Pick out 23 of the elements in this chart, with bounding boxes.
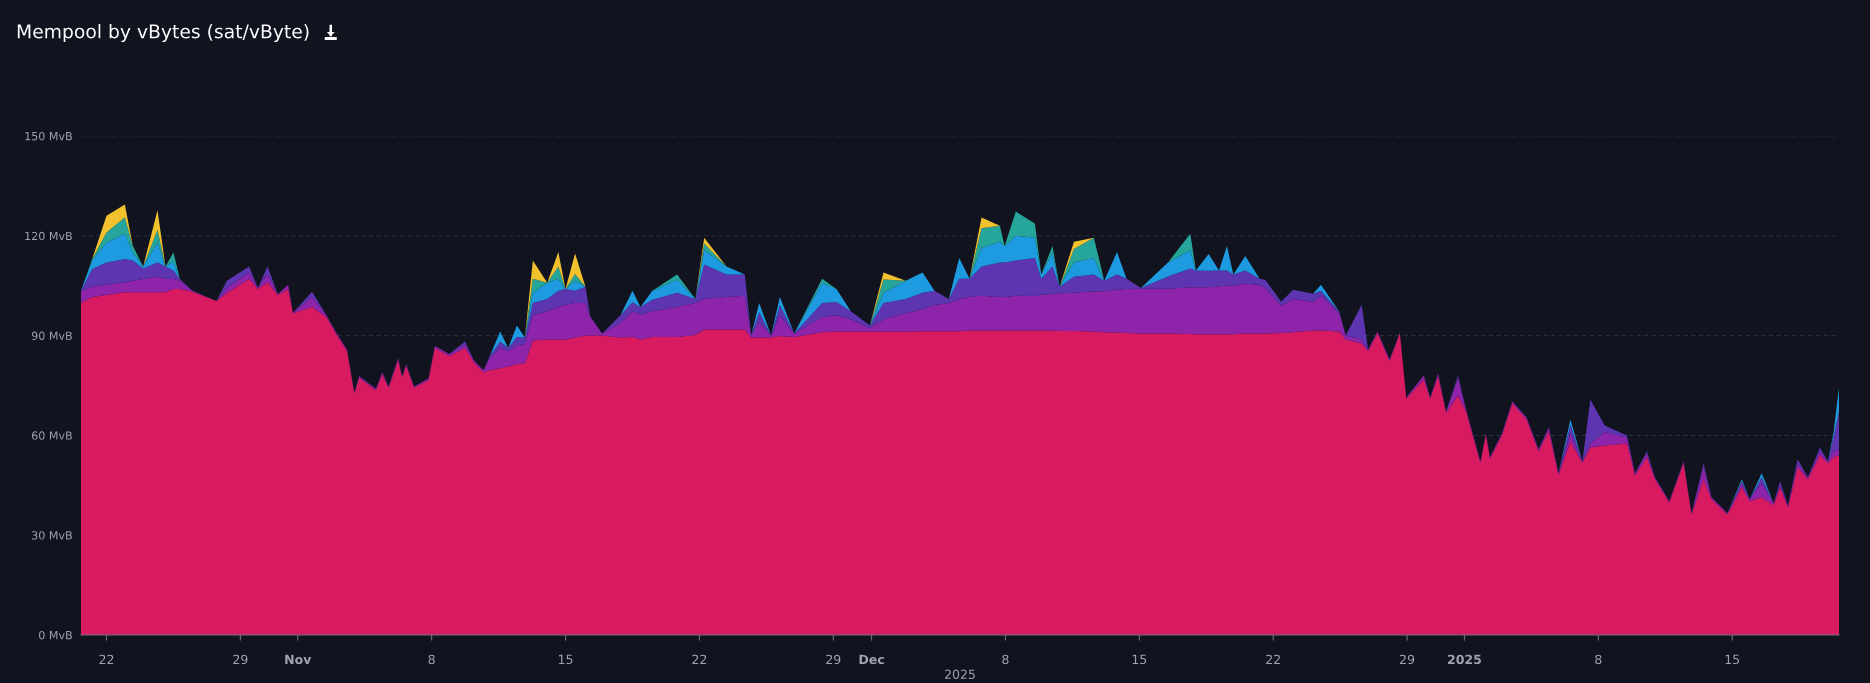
y-tick-label: 150 MvB xyxy=(25,131,72,141)
x-tick-label: 29 xyxy=(233,654,248,665)
y-tick-label: 60 MvB xyxy=(31,431,72,440)
x-tick-label: 15 xyxy=(1132,654,1147,665)
x-tick-label: 8 xyxy=(428,654,435,665)
y-tick-label: 90 MvB xyxy=(31,331,72,340)
x-tick-label: Dec xyxy=(859,654,884,665)
y-tick-label: 0 MvB xyxy=(39,630,72,640)
x-tick-label: 29 xyxy=(826,654,841,665)
y-tick-label: 30 MvB xyxy=(32,531,72,540)
x-axis-title: 2025 xyxy=(945,669,975,679)
x-tick-label: 29 xyxy=(1400,654,1415,665)
x-tick-label: 15 xyxy=(558,654,573,665)
x-tick-label: Nov xyxy=(285,654,312,665)
x-tick-label: 8 xyxy=(1595,654,1602,665)
y-tick-label: 120 MvB xyxy=(25,231,72,241)
x-tick-label: 15 xyxy=(1725,654,1740,665)
chart-title: Mempool by vBytes (sat/vByte) xyxy=(17,23,309,43)
x-tick-label: 22 xyxy=(692,654,707,664)
x-tick-label: 8 xyxy=(1002,654,1009,665)
x-tick-label: 2025 xyxy=(1448,654,1481,665)
x-tick-label: 22 xyxy=(99,654,114,664)
x-tick-label: 22 xyxy=(1266,654,1280,664)
